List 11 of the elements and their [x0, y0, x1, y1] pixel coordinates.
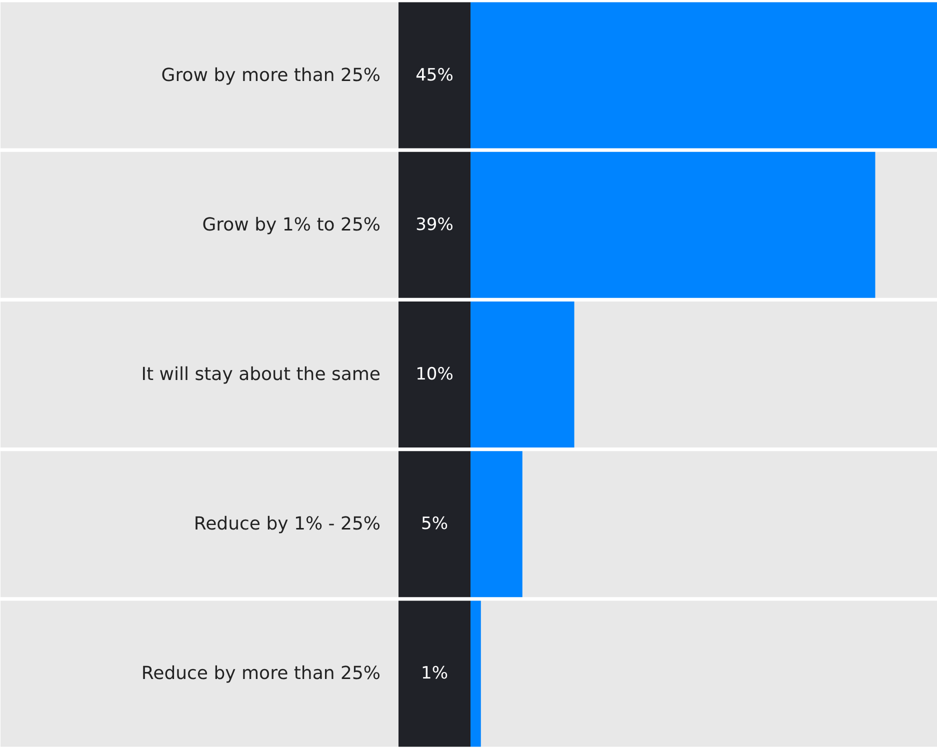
data-label: 10%: [416, 364, 454, 384]
y-tick-label: Reduce by more than 25%: [141, 663, 381, 684]
data-label: 45%: [416, 65, 454, 86]
data-label: 5%: [421, 514, 448, 534]
y-tick-label: Grow by 1% to 25%: [202, 214, 381, 236]
y-tick-label: It will stay about the same: [141, 364, 381, 385]
y-tick-label: Reduce by 1% - 25%: [194, 514, 381, 535]
data-label: 1%: [421, 664, 448, 684]
bar: [470, 600, 481, 747]
data-label: 39%: [416, 214, 454, 235]
y-tick-label: Grow by more than 25%: [161, 64, 381, 86]
